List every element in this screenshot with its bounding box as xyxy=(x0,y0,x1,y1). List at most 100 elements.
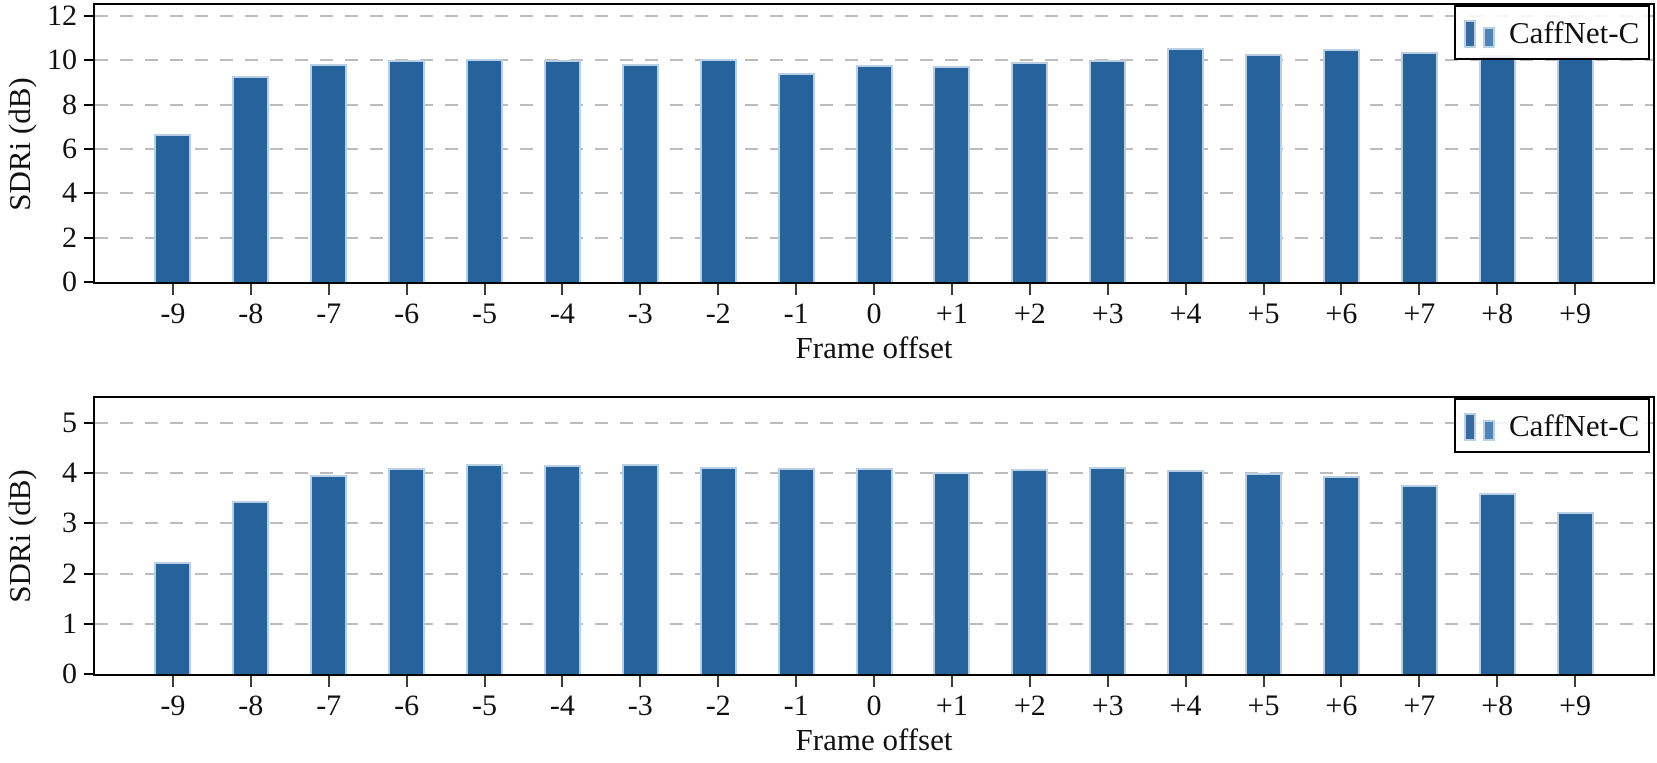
y-tick-label: 2 xyxy=(62,556,77,590)
x-tick-mark xyxy=(483,284,486,295)
x-tick-mark xyxy=(873,284,875,295)
x-tick-label: +7 xyxy=(1403,297,1436,330)
bar xyxy=(1089,59,1127,282)
y-tick-label: 2 xyxy=(62,220,77,254)
y-tick-mark xyxy=(84,103,95,106)
bar xyxy=(310,63,348,282)
x-tick-mark xyxy=(1496,284,1499,295)
bar xyxy=(1322,476,1360,674)
x-tick-label: +4 xyxy=(1169,689,1202,722)
bar xyxy=(621,64,659,282)
bar xyxy=(466,464,503,674)
y-tick-mark xyxy=(84,673,95,675)
bar xyxy=(1011,468,1049,674)
bar xyxy=(388,60,426,282)
bar xyxy=(1478,54,1516,282)
bar xyxy=(154,133,192,282)
x-tick-label: 0 xyxy=(866,689,882,722)
y-tick-label: 10 xyxy=(47,43,77,77)
x-tick-label: -2 xyxy=(705,297,731,330)
x-tick-mark xyxy=(795,284,798,295)
x-tick-mark xyxy=(873,676,875,687)
x-tick-label: -9 xyxy=(160,297,186,330)
bar xyxy=(933,471,971,674)
y-tick-label: 8 xyxy=(62,87,77,121)
y-tick-label: 0 xyxy=(62,657,77,690)
x-tick-label: -7 xyxy=(316,689,342,722)
y-tick-mark xyxy=(84,236,95,239)
y-tick-label: 12 xyxy=(47,0,77,33)
y-tick-label: 3 xyxy=(62,506,77,540)
bar xyxy=(699,466,737,674)
y-tick-mark xyxy=(84,281,95,283)
x-axis-label: Frame offset xyxy=(795,330,953,365)
bar xyxy=(699,59,737,282)
x-tick-mark xyxy=(327,284,330,295)
x-tick-mark xyxy=(717,676,720,687)
bar xyxy=(855,467,893,674)
x-tick-label: +8 xyxy=(1481,297,1514,330)
y-tick-label: 5 xyxy=(62,406,77,440)
x-tick-label: -6 xyxy=(394,689,420,722)
legend-bar-glyph-2 xyxy=(1483,26,1495,48)
x-tick-mark xyxy=(1418,284,1421,295)
x-tick-label: -4 xyxy=(549,689,575,722)
legend: CaffNet-C xyxy=(1454,5,1650,60)
bar xyxy=(621,463,659,674)
bar xyxy=(232,75,270,282)
legend-bar-glyph-2 xyxy=(1483,419,1495,441)
x-tick-label: -6 xyxy=(394,297,420,330)
x-tick-label: -3 xyxy=(627,689,653,722)
y-tick-mark xyxy=(84,192,95,195)
x-tick-label: +5 xyxy=(1247,689,1280,722)
x-tick-mark xyxy=(1496,676,1499,687)
x-tick-label: -8 xyxy=(238,297,264,330)
x-tick-label: +5 xyxy=(1247,297,1280,330)
x-tick-mark xyxy=(1184,284,1187,295)
x-tick-mark xyxy=(1340,676,1343,687)
bar xyxy=(1556,55,1594,282)
y-tick-mark xyxy=(84,522,95,525)
gridline xyxy=(95,422,1653,425)
x-tick-label: +1 xyxy=(935,297,968,330)
bar xyxy=(232,501,270,674)
x-tick-mark xyxy=(1184,676,1187,687)
x-tick-label: +3 xyxy=(1091,689,1124,722)
x-tick-mark xyxy=(483,676,486,687)
x-tick-label: +3 xyxy=(1091,297,1124,330)
x-tick-mark xyxy=(405,284,408,295)
bar xyxy=(1245,53,1282,282)
bar xyxy=(1400,484,1438,674)
x-axis-label: Frame offset xyxy=(795,722,953,757)
x-tick-label: +4 xyxy=(1169,297,1202,330)
x-tick-mark xyxy=(1574,676,1577,687)
legend: CaffNet-C xyxy=(1454,398,1650,453)
legend-label: CaffNet-C xyxy=(1509,407,1640,443)
bar xyxy=(543,464,581,674)
x-tick-mark xyxy=(950,284,953,295)
y-tick-mark xyxy=(84,59,95,62)
bar xyxy=(1011,62,1049,282)
x-tick-label: +6 xyxy=(1325,689,1358,722)
x-tick-label: -1 xyxy=(783,689,809,722)
x-tick-label: -8 xyxy=(238,689,264,722)
bar xyxy=(154,562,192,674)
x-tick-label: -9 xyxy=(160,689,186,722)
bar xyxy=(933,65,971,282)
bar xyxy=(1556,512,1594,674)
legend-bar-glyph-1 xyxy=(1464,412,1476,441)
x-tick-mark xyxy=(639,676,642,687)
bar-legend-icon xyxy=(1464,409,1502,443)
bar xyxy=(1245,473,1282,674)
x-tick-mark xyxy=(561,676,564,687)
bar xyxy=(1400,51,1438,282)
bar xyxy=(1089,466,1127,674)
x-tick-mark xyxy=(561,284,564,295)
x-tick-mark xyxy=(639,284,642,295)
y-tick-label: 4 xyxy=(62,456,77,490)
x-tick-label: -2 xyxy=(705,689,731,722)
bar xyxy=(388,468,426,674)
x-tick-mark xyxy=(1106,676,1109,687)
y-tick-label: 6 xyxy=(62,132,77,166)
y-tick-mark xyxy=(84,148,95,151)
